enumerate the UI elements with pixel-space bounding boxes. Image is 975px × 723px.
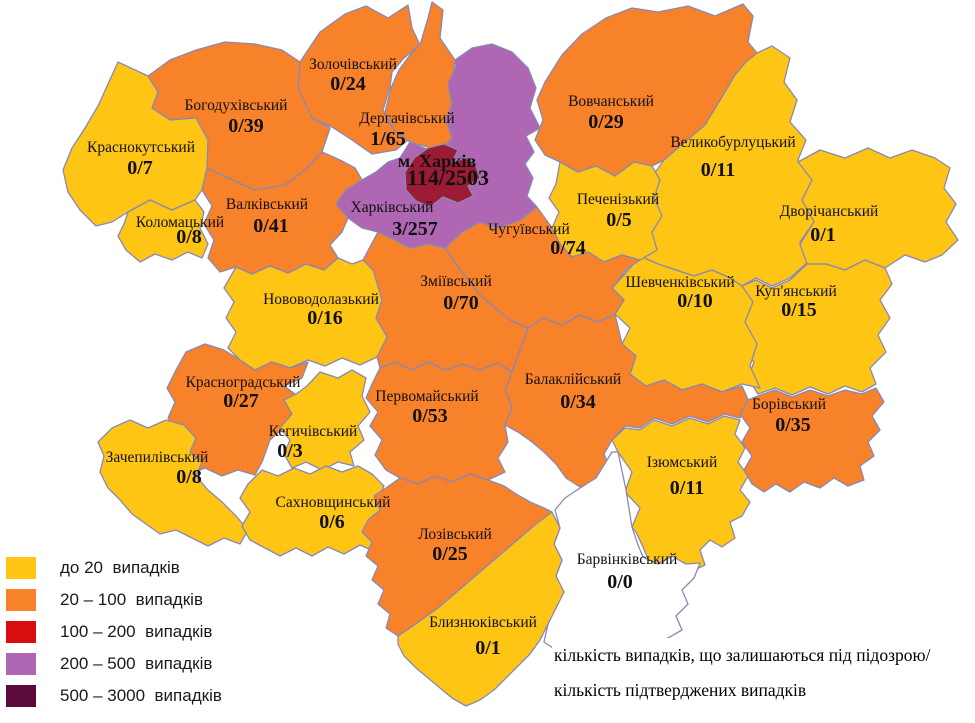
district-name-barvinkivsky: Барвінківський	[577, 551, 678, 568]
district-shape-blyzniukivsky	[397, 511, 565, 707]
legend-label: 500 – 3000 випадків	[60, 686, 222, 705]
district-value-dergachivsky: 1/65	[370, 128, 406, 150]
district-name-kehychivsky: Кегичівський	[269, 423, 358, 440]
district-value-kupiansky: 0/15	[781, 299, 817, 321]
district-value-zolochivsky: 0/24	[330, 73, 366, 95]
district-name-chuhuivsky: Чугуївський	[488, 221, 570, 238]
district-value-pervomaisky: 0/53	[412, 405, 448, 427]
district-value-kolomatsky: 0/8	[176, 226, 202, 248]
district-shape-kharkiv_city	[404, 143, 481, 208]
district-value-zachepylivsky: 0/8	[176, 466, 202, 488]
district-shape-zachepylivsky	[97, 419, 249, 547]
legend-item-c200_500: 200 – 500 випадків	[6, 648, 246, 680]
district-name-kharkiv_city: м. Харків	[398, 151, 477, 171]
district-name-novovodolazky: Нововодолазький	[263, 291, 379, 308]
district-name-dvorichansky: Дворічанський	[780, 203, 879, 220]
map-note-line-1: кількість випадків, що залишаються під п…	[552, 638, 933, 673]
district-value-shevchenkivsky: 0/10	[677, 290, 713, 312]
district-shape-kolomatsky	[117, 199, 209, 263]
district-value-chuhuivsky: 0/74	[550, 237, 586, 259]
district-value-zmiivsky: 0/70	[443, 292, 479, 314]
district-value-vovchansky: 0/29	[588, 111, 624, 133]
district-name-sakhnovshchynsky: Сахновщинський	[276, 494, 391, 511]
map-note: кількість випадків, що залишаються під п…	[552, 638, 933, 708]
district-value-lozivsky: 0/25	[432, 543, 468, 565]
district-name-zolochivsky: Золочівський	[309, 56, 397, 73]
district-value-sakhnovshchynsky: 0/6	[319, 511, 345, 533]
district-value-barvinkivsky: 0/0	[607, 571, 633, 593]
legend-label: 100 – 200 випадків	[60, 622, 213, 641]
district-value-kehychivsky: 0/3	[277, 440, 303, 462]
district-value-izyumsky: 0/11	[670, 477, 704, 499]
district-name-krasnokutsky: Краснокутський	[87, 139, 195, 156]
district-name-kharkivsky: Харківський	[351, 199, 434, 216]
district-value-pechenizky: 0/5	[606, 209, 632, 231]
district-shape-pechenizky	[548, 161, 663, 263]
district-shape-kupiansky	[725, 259, 893, 396]
district-name-kupiansky: Куп'янський	[755, 283, 837, 300]
district-name-krasnohradsky: Красноградський	[186, 374, 301, 391]
legend-swatch-c20_100	[6, 589, 36, 611]
district-name-pechenizky: Печенізький	[577, 191, 659, 208]
district-name-izyumsky: Ізюмський	[647, 454, 718, 471]
district-value-valkivsky: 0/41	[253, 215, 289, 237]
district-shape-pervomaisky	[365, 361, 513, 485]
legend-item-lt20: до 20 випадків	[6, 552, 246, 584]
legend-swatch-c200_500	[6, 653, 36, 675]
district-value-dvorichansky: 0/1	[810, 224, 836, 246]
district-shape-novovodolazky	[223, 257, 388, 371]
district-value-kharkivsky: 3/257	[392, 218, 438, 240]
district-shape-dvorichansky	[797, 147, 959, 271]
district-shape-zolochivsky	[297, 4, 421, 155]
district-value-borivsky: 0/35	[775, 414, 811, 436]
district-name-velykoburlutsky: Великобурлуцький	[670, 134, 795, 151]
district-value-blyzniukivsky: 0/1	[475, 637, 501, 659]
legend-swatch-c100_200	[6, 621, 36, 643]
district-name-lozivsky: Лозівський	[418, 526, 492, 543]
legend: до 20 випадків 20 – 100 випадків 100 – 200…	[6, 552, 246, 712]
legend-item-c500_3000: 500 – 3000 випадків	[6, 680, 246, 712]
legend-label: 20 – 100 випадків	[60, 590, 203, 609]
district-name-zmiivsky: Зміївський	[420, 273, 491, 290]
district-value-balakliysky: 0/34	[560, 391, 596, 413]
district-name-dergachivsky: Дергачівський	[359, 110, 454, 127]
map-note-line-2: кількість підтверджених випадків	[552, 673, 809, 708]
district-value-bogodukhivsky: 0/39	[228, 115, 264, 137]
district-shape-izyumsky	[611, 415, 751, 573]
district-value-velykoburlutsky: 0/11	[701, 159, 735, 181]
district-shape-borivsky	[739, 387, 885, 493]
district-shape-valkivsky	[201, 151, 363, 275]
district-name-zachepylivsky: Зачепилівський	[106, 449, 209, 466]
legend-label: до 20 випадків	[60, 558, 180, 577]
legend-swatch-lt20	[6, 557, 36, 579]
district-shape-balakliysky	[504, 313, 751, 488]
district-value-kharkiv_city: 114/2503	[407, 165, 489, 190]
district-shape-sakhnovshchynsky	[239, 465, 391, 557]
district-name-kolomatsky: Коломацький	[136, 214, 224, 231]
district-value-krasnokutsky: 0/7	[127, 157, 153, 179]
district-name-pervomaisky: Первомайський	[375, 388, 478, 405]
district-value-krasnohradsky: 0/27	[223, 390, 259, 412]
district-name-valkivsky: Валківський	[226, 196, 308, 213]
legend-item-c20_100: 20 – 100 випадків	[6, 584, 246, 616]
district-name-borivsky: Борівський	[752, 396, 826, 413]
district-shape-kehychivsky	[279, 369, 371, 471]
district-name-blyzniukivsky: Близнюківський	[429, 614, 537, 631]
district-name-vovchansky: Вовчанський	[568, 93, 654, 110]
district-name-bogodukhivsky: Богодухівський	[185, 97, 288, 114]
legend-item-c100_200: 100 – 200 випадків	[6, 616, 246, 648]
legend-swatch-c500_3000	[6, 685, 36, 707]
district-value-novovodolazky: 0/16	[307, 307, 343, 329]
legend-label: 200 – 500 випадків	[60, 654, 213, 673]
district-name-balakliysky: Балаклійський	[525, 371, 621, 388]
district-name-shevchenkivsky: Шевченківський	[625, 274, 734, 291]
